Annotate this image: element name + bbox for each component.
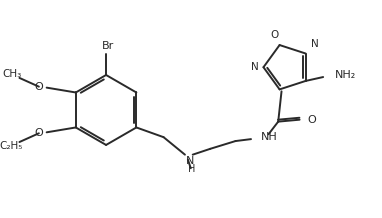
Text: O: O xyxy=(308,115,316,125)
Text: NH₂: NH₂ xyxy=(335,70,356,80)
Text: N: N xyxy=(311,39,318,49)
Text: CH₃: CH₃ xyxy=(2,69,21,79)
Text: C₂H₅: C₂H₅ xyxy=(0,141,23,151)
Text: NH: NH xyxy=(261,132,277,142)
Text: O: O xyxy=(270,30,279,40)
Text: Br: Br xyxy=(102,41,114,51)
Text: H: H xyxy=(188,164,196,174)
Text: N: N xyxy=(251,62,259,72)
Text: O: O xyxy=(34,82,43,92)
Text: N: N xyxy=(186,156,194,166)
Text: O: O xyxy=(34,128,43,138)
